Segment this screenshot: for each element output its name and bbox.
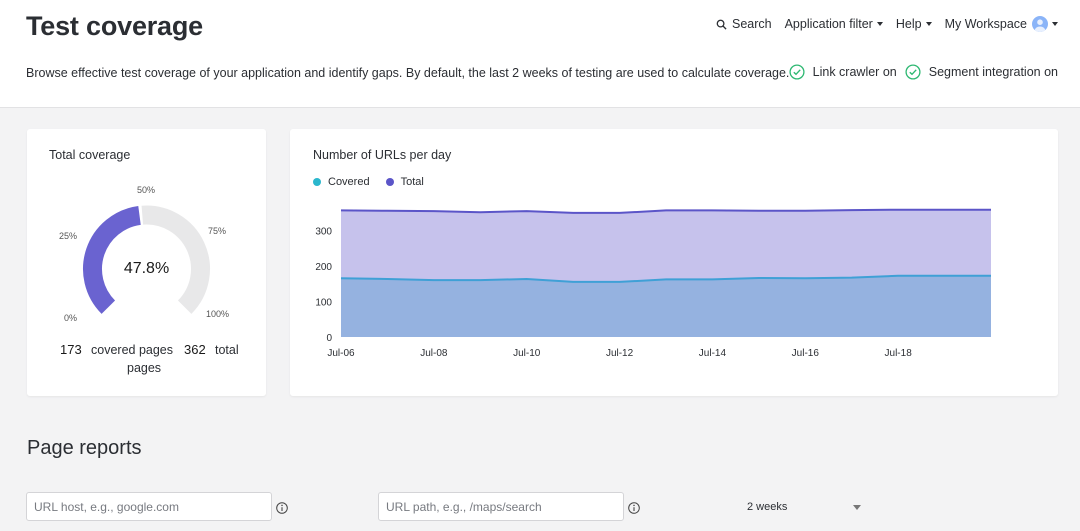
help-label: Help [895,17,922,31]
workspace-dropdown[interactable]: My Workspace [945,16,1058,32]
time-period-select[interactable]: 2 weeks [741,494,867,520]
x-tick-label: Jul-18 [885,348,913,359]
chart-legend: Covered Total [313,176,440,188]
legend-dot-total [385,178,394,186]
link-crawler-status: Link crawler on [789,64,897,80]
x-tick-label: Jul-06 [327,348,355,359]
y-tick-label: 300 [315,226,332,237]
coverage-gauge [83,205,210,314]
y-tick-label: 0 [326,333,332,344]
series-covered-line [340,274,991,283]
application-filter-label: Application filter [784,17,873,31]
link-crawler-label: Link crawler on [812,65,897,79]
info-icon[interactable] [628,502,640,514]
gauge-fill [83,206,142,314]
total-count: 362 [184,342,206,357]
y-tick-label: 200 [315,262,332,273]
gauge-tick-50: 50% [137,185,156,195]
chevron-down-icon [876,22,883,26]
x-tick-label: Jul-08 [420,348,448,359]
gauge-tick-25: 25% [59,231,78,241]
gauge-track [141,205,210,314]
page-description: Browse effective test coverage of your a… [26,66,790,80]
x-tick-label: Jul-10 [513,348,541,359]
chevron-down-icon [925,22,932,26]
avatar[interactable] [1032,16,1048,32]
segment-integration-label: Segment integration on [928,65,1058,79]
gauge-tick-100: 100% [206,309,230,319]
page-title: Test coverage [26,11,203,41]
legend-item-covered[interactable]: Covered [313,176,370,188]
user-icon [1034,19,1046,32]
search-label: Search [731,17,772,31]
application-filter-dropdown[interactable]: Application filter [785,17,883,31]
gauge-tick-75: 75% [208,226,227,236]
urls-area-chart: 0 100 200 300 Jul-06 Jul-08 Jul-10 Jul-12 Jul-14… [315,208,991,359]
page-header: Test coverage Search Application filter … [0,0,1080,108]
workspace-label: My Workspace [944,17,1027,31]
total-label: total [215,343,239,357]
search-icon [716,19,727,30]
chart-title: Number of URLs per day [313,148,452,162]
legend-label-total: Total [400,176,424,188]
gauge-tick-0: 0% [64,313,78,323]
series-total-line [340,208,991,214]
chevron-down-icon [1052,22,1058,26]
y-tick-label: 100 [315,297,332,308]
top-navigation: Search Application filter Help My Worksp… [703,16,1058,32]
legend-dot-covered [313,178,321,186]
check-circle-icon [905,64,921,80]
integration-status: Link crawler on Segment integration on [781,64,1058,80]
covered-count: 173 [60,342,82,357]
info-icon[interactable] [276,502,288,514]
legend-label-covered: Covered [328,176,370,188]
series-covered-area [341,275,991,337]
x-tick-label: Jul-14 [699,348,727,359]
x-tick-label: Jul-12 [606,348,634,359]
url-host-input[interactable] [26,492,272,521]
help-dropdown[interactable]: Help [896,17,932,31]
pages-label: pages [127,361,162,375]
search-button[interactable]: Search [716,17,772,31]
total-coverage-title: Total coverage [49,148,131,162]
page-reports-title: Page reports [27,437,142,459]
x-tick-label: Jul-16 [792,348,820,359]
segment-integration-status: Segment integration on [905,64,1058,80]
time-period-value: 2 weeks [747,501,788,513]
legend-item-total[interactable]: Total [385,176,424,188]
chevron-down-icon [853,504,861,510]
url-path-input[interactable] [378,492,624,521]
total-coverage-card: Total coverage 50% 25% 75% 0% 100% 47.8%… [27,129,266,396]
urls-per-day-card: Number of URLs per day Covered Total 0 10… [290,129,1058,396]
coverage-percent: 47.8% [123,260,170,277]
check-circle-icon [789,64,805,80]
covered-label: covered pages [91,343,174,357]
